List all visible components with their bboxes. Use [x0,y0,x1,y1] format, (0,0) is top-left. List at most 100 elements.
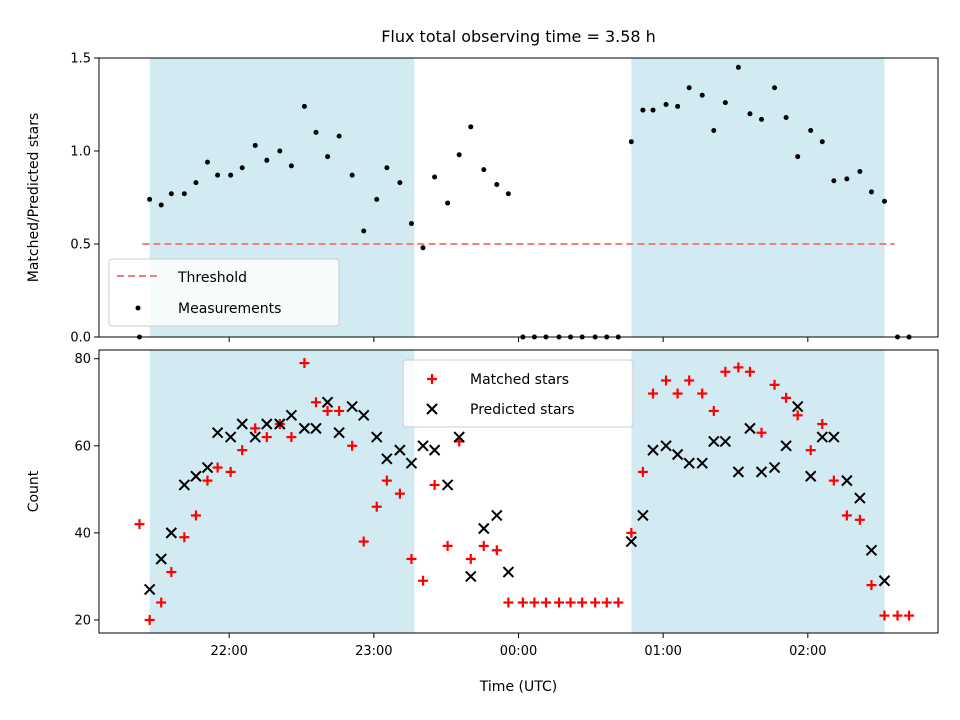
measurement-point [628,139,634,145]
predicted-star-point [211,427,224,439]
top-marks [137,64,912,340]
x-tick-label: 02:00 [789,644,826,659]
matched-star-point [841,510,852,521]
measurement-point [783,115,789,121]
matched-star-point [577,597,588,608]
x-tick-label: 00:00 [500,644,537,659]
measurement-point [420,245,426,251]
measurement-point [313,129,319,135]
matched-star-point [190,510,201,521]
measurement-point [759,116,765,122]
predicted-star-point [249,431,261,443]
predicted-legend-label: Predicted stars [470,402,575,418]
matched-star-point [805,445,816,456]
matched-star-point [637,466,648,477]
matched-star-point [904,610,915,621]
matched-star-point [406,553,417,564]
matched-star-point [478,540,489,551]
matched-star-point [792,410,803,421]
top-y-tick-label: 1.5 [70,52,91,67]
matched-star-point [394,488,405,499]
bot-shaded-region-0 [149,350,415,633]
bottom-legend-box [402,359,634,428]
measurement-point [722,100,728,106]
predicted-star-point [285,409,298,422]
predicted-star-point [261,418,273,430]
predicted-star-point [671,448,684,461]
measurement-point [252,142,258,148]
top-y-tick-label: 0.5 [70,238,91,253]
measurement-point [349,172,355,178]
matched-star-point [828,475,839,486]
matched-star-point [261,432,272,443]
matched-star-point [225,466,236,477]
bottom-shaded-regions [149,350,885,633]
predicted-star-point [298,422,311,435]
matched-star-point [237,445,248,456]
predicted-star-point [768,461,781,474]
measurement-point [288,163,294,169]
measurement-point [640,107,646,113]
predicted-star-point [647,444,659,456]
matched-star-point [626,527,637,538]
predicted-star-point [371,431,383,443]
matched-star-point [286,432,297,443]
measurement-point [204,159,210,165]
top-axes-frame [98,57,939,338]
matched-star-point [590,597,601,608]
measurement-point [881,198,887,204]
measurement-point [325,154,331,160]
matched-star-point [672,388,683,399]
predicted-star-point [190,470,202,482]
predicted-star-point [417,440,429,452]
x-tick-label: 23:00 [355,644,392,659]
chart-title: Flux total observing time = 3.58 h [381,27,656,46]
matched-star-point [310,397,321,408]
predicted-star-point [804,470,817,482]
matched-star-point [613,597,624,608]
bot-shaded-region-1 [631,350,885,633]
predicted-star-point [816,431,828,443]
x-tick-label: 22:00 [210,644,247,659]
matched-star-point [358,536,369,547]
predicted-star-point [755,466,768,478]
matched-star-point [708,405,719,416]
predicted-star-point [841,474,853,487]
bottom-marks [134,358,915,625]
matched-star-point [250,423,261,434]
matched-star-point [697,388,708,399]
x-axis-label: Time (UTC) [479,679,557,695]
measurement-point [844,176,850,182]
measurement-point [650,107,656,113]
top-legend: Threshold Measurements [108,258,340,327]
predicted-star-point [719,435,732,448]
matched-star-point [565,597,576,608]
predicted-star-point [683,457,695,469]
predicted-star-point [346,400,358,413]
measurement-point [868,189,874,195]
matched-legend-label: Matched stars [470,372,569,388]
top-y-axis-label: Matched/Predicted stars [26,113,42,283]
measurement-point [301,103,307,109]
matched-star-point [781,392,792,403]
measurement-point [686,85,692,91]
predicted-star-point [625,535,638,548]
measurement-point [215,172,221,178]
matched-star-point [381,475,392,486]
measurement-point [772,85,778,91]
measurement-point [857,168,863,174]
predicted-star-point [660,440,672,452]
bottom-y-axis-label: Count [26,470,42,512]
matched-star-point [854,514,865,525]
matched-star-point [733,362,744,373]
matched-star-point [322,405,333,416]
predicted-star-point [828,431,840,443]
measurement-point [795,154,801,160]
matched-star-point [442,540,453,551]
top-ticks: 0.0 0.5 1.0 1.5 [70,52,809,346]
predicted-star-point [201,461,214,474]
predicted-star-point [405,457,418,469]
measurement-point [494,181,500,187]
matched-star-point [892,610,903,621]
predicted-star-point [878,575,891,587]
